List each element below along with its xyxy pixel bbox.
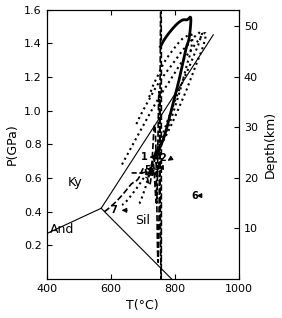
Text: Ky: Ky [68,176,82,189]
Text: 5: 5 [144,165,151,175]
X-axis label: T(°C): T(°C) [127,300,159,313]
Text: And: And [50,223,74,236]
Text: Sil: Sil [135,214,150,227]
Text: 2: 2 [159,153,166,163]
Text: 7: 7 [110,205,117,215]
Text: 1: 1 [141,152,148,162]
Text: 4: 4 [148,168,155,177]
Text: 3: 3 [153,162,160,172]
Text: 6: 6 [191,191,198,201]
Y-axis label: Depth(km): Depth(km) [263,111,276,178]
Y-axis label: P(GPa): P(GPa) [6,123,19,165]
